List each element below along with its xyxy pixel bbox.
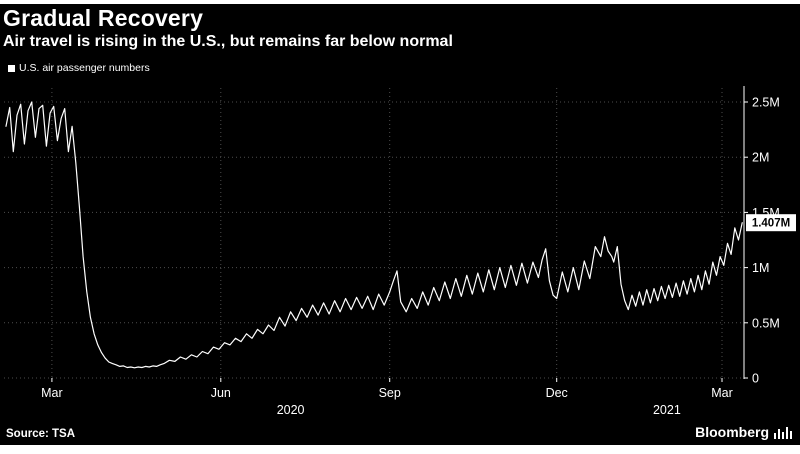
x-tick-label: Mar — [711, 386, 733, 400]
x-tick-label: Jun — [211, 386, 231, 400]
year-label: 2020 — [277, 403, 305, 417]
legend: U.S. air passenger numbers — [8, 62, 150, 74]
year-label: 2021 — [653, 403, 681, 417]
x-tick-label: Dec — [546, 386, 568, 400]
bloomberg-chart-icon — [774, 427, 792, 439]
x-tick-label: Mar — [41, 386, 63, 400]
legend-swatch-icon — [8, 64, 15, 72]
x-tick-label: Sep — [379, 386, 401, 400]
y-tick-label: 2.5M — [752, 96, 780, 110]
source-attribution: Source: TSA — [6, 428, 76, 440]
last-value-callout — [746, 214, 796, 232]
y-tick-label: 0.5M — [752, 316, 780, 330]
y-tick-label: 2M — [752, 151, 769, 165]
last-value-label: 1.407M — [752, 218, 790, 230]
y-tick-label: 1M — [752, 261, 769, 275]
chart-title: Gradual Recovery — [3, 5, 204, 31]
bloomberg-label: Bloomberg — [695, 424, 769, 440]
chart-subtitle: Air travel is rising in the U.S., but re… — [3, 33, 453, 50]
series-line — [5, 101, 743, 369]
chart-panel: 0 0.5M 1M 1.5M 2M 2.5M Mar Jun Sep Dec Mar 2020 2021… — [0, 4, 800, 445]
legend-label: U.S. air passenger numbers — [19, 62, 150, 74]
y-tick-label: 0 — [752, 372, 759, 386]
bloomberg-wordmark: Bloomberg — [695, 424, 792, 440]
